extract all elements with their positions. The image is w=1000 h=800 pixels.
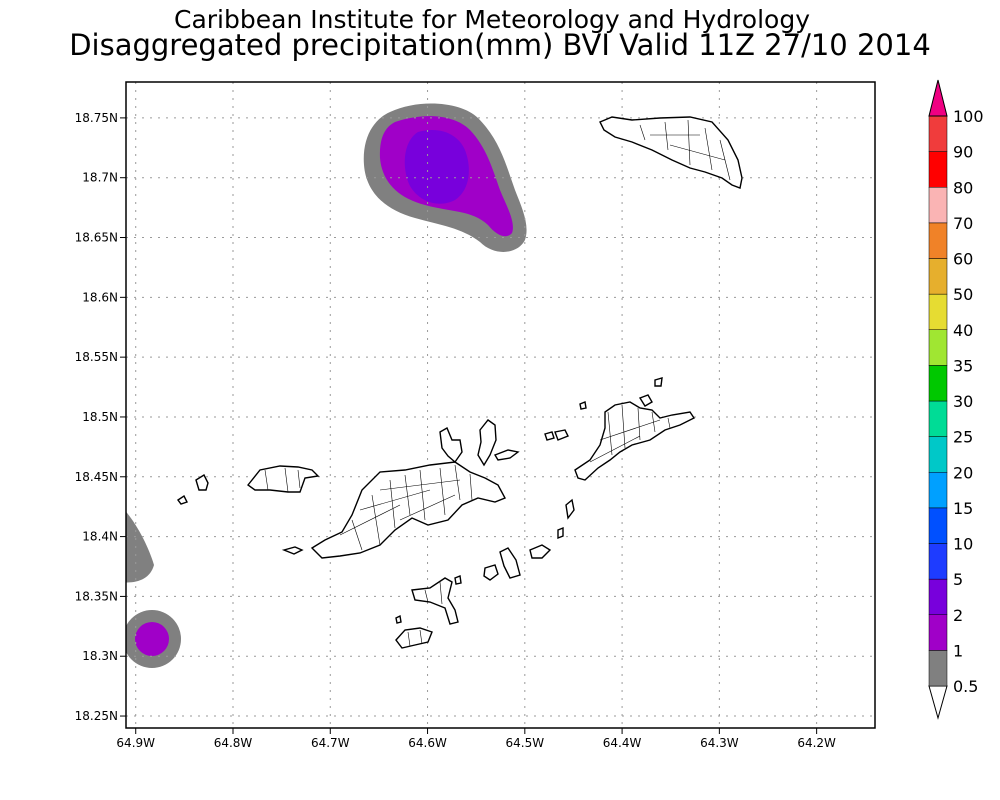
colorbar-label: 50 [953, 285, 973, 304]
colorbar-label: 15 [953, 499, 973, 518]
y-tick-label: 18.7N [82, 171, 118, 185]
colorbar-segment [928, 650, 948, 687]
island-anegada [599, 116, 743, 189]
bvi-islands [176, 116, 743, 649]
x-tick-label: 64.8W [214, 736, 253, 750]
institute-title: Caribbean Institute for Meteorology and … [174, 5, 810, 34]
island-eustatia [654, 377, 663, 387]
x-tick-label: 64.3W [700, 736, 739, 750]
colorbar-segment [928, 151, 948, 188]
y-tick-label: 18.65N [75, 231, 118, 245]
colorbar-segment [928, 293, 948, 330]
colorbar-segment [928, 400, 948, 437]
island-virgin-gorda [574, 401, 696, 481]
island-little-thatch [281, 546, 304, 555]
y-tick-label: 18.4N [82, 530, 118, 544]
island-little-jost [195, 473, 209, 491]
anegada-subdivisions [639, 119, 731, 181]
island-guana [439, 426, 463, 464]
y-tick-label: 18.5N [82, 410, 118, 424]
island-great-camanoe [477, 419, 497, 467]
islet-dead-chest [454, 575, 462, 585]
colorbar-segment [928, 187, 948, 224]
colorbar-label: 60 [953, 250, 973, 269]
islet-vg-chain-1 [565, 498, 575, 520]
colorbar-label: 40 [953, 321, 973, 340]
x-tick-label: 64.6W [408, 736, 447, 750]
colorbar-label: 1 [953, 641, 963, 660]
colorbar-label: 80 [953, 178, 973, 197]
x-tick-label: 64.9W [116, 736, 155, 750]
colorbar-label: 20 [953, 463, 973, 482]
island-beef-cay [554, 429, 569, 441]
precipitation-shading [126, 103, 527, 668]
precip-cell-west-1mm [126, 511, 154, 583]
y-tick-label: 18.55N [75, 350, 118, 364]
colorbar-label: 100 [953, 107, 984, 126]
colorbar-segment [928, 329, 948, 366]
precip-cell-sw-2mm [135, 622, 169, 656]
colorbar-label: 30 [953, 392, 973, 411]
colorbar-segment [928, 614, 948, 651]
precip-cell-north-5mm [404, 130, 469, 204]
island-scrub [493, 449, 520, 461]
peter-subdivisions [424, 581, 443, 605]
y-tick-label: 18.3N [82, 649, 118, 663]
colorbar-segment [928, 258, 948, 295]
island-peter [411, 577, 459, 625]
colorbar-label: 0.5 [953, 677, 978, 696]
x-tick-label: 64.2W [797, 736, 836, 750]
map-title: Disaggregated precipitation(mm) BVI Vali… [69, 28, 931, 62]
islet-pelican [395, 614, 402, 624]
island-ginger [529, 544, 552, 559]
colorbar-segment [928, 543, 948, 580]
island-salt [483, 564, 499, 581]
virgin-gorda-subdivisions [589, 404, 671, 463]
colorbar-label: 35 [953, 356, 973, 375]
islet-north-1 [579, 401, 587, 410]
colorbar-under-arrow [928, 685, 948, 720]
y-tick-label: 18.75N [75, 111, 118, 125]
colorbar-segment [928, 578, 948, 615]
x-tick-label: 64.4W [603, 736, 642, 750]
colorbar-segment [928, 436, 948, 473]
colorbar-segment [928, 222, 948, 259]
longitude-axis: 64.9W 64.8W 64.7W 64.6W 64.5W 64.4W 64.3W 64.2W [116, 728, 836, 750]
y-tick-label: 18.35N [75, 589, 118, 603]
x-tick-label: 64.7W [311, 736, 350, 750]
plot-frame [125, 81, 876, 729]
colorbar-label: 5 [953, 570, 963, 589]
island-marina-cay [544, 431, 555, 441]
colorbar-label: 2 [953, 606, 963, 625]
island-cooper [499, 547, 521, 579]
colorbar-label: 25 [953, 428, 973, 447]
tortola-subdivisions [339, 464, 473, 551]
colorbar-segment [928, 472, 948, 509]
y-tick-label: 18.25N [75, 709, 118, 723]
colorbar-label: 10 [953, 535, 973, 554]
y-tick-label: 18.45N [75, 470, 118, 484]
islet-vg-chain-2 [557, 526, 564, 540]
islet-west [176, 494, 188, 505]
jost-subdivisions [264, 467, 301, 493]
colorbar-segment [928, 507, 948, 544]
latitude-axis: 18.25N 18.3N 18.35N 18.4N 18.45N 18.5N 18.55N 1… [75, 111, 126, 723]
island-prickly-pear [638, 394, 653, 407]
colorbar-segment [928, 115, 948, 152]
y-tick-label: 18.6N [82, 290, 118, 304]
colorbar-segment [928, 365, 948, 402]
x-tick-label: 64.5W [506, 736, 545, 750]
colorbar-label: 70 [953, 214, 973, 233]
colorbar-over-arrow [928, 79, 948, 117]
norman-subdivisions [407, 629, 423, 647]
island-norman [395, 627, 433, 649]
map-gridlines [126, 82, 875, 728]
colorbar-label: 90 [953, 143, 973, 162]
